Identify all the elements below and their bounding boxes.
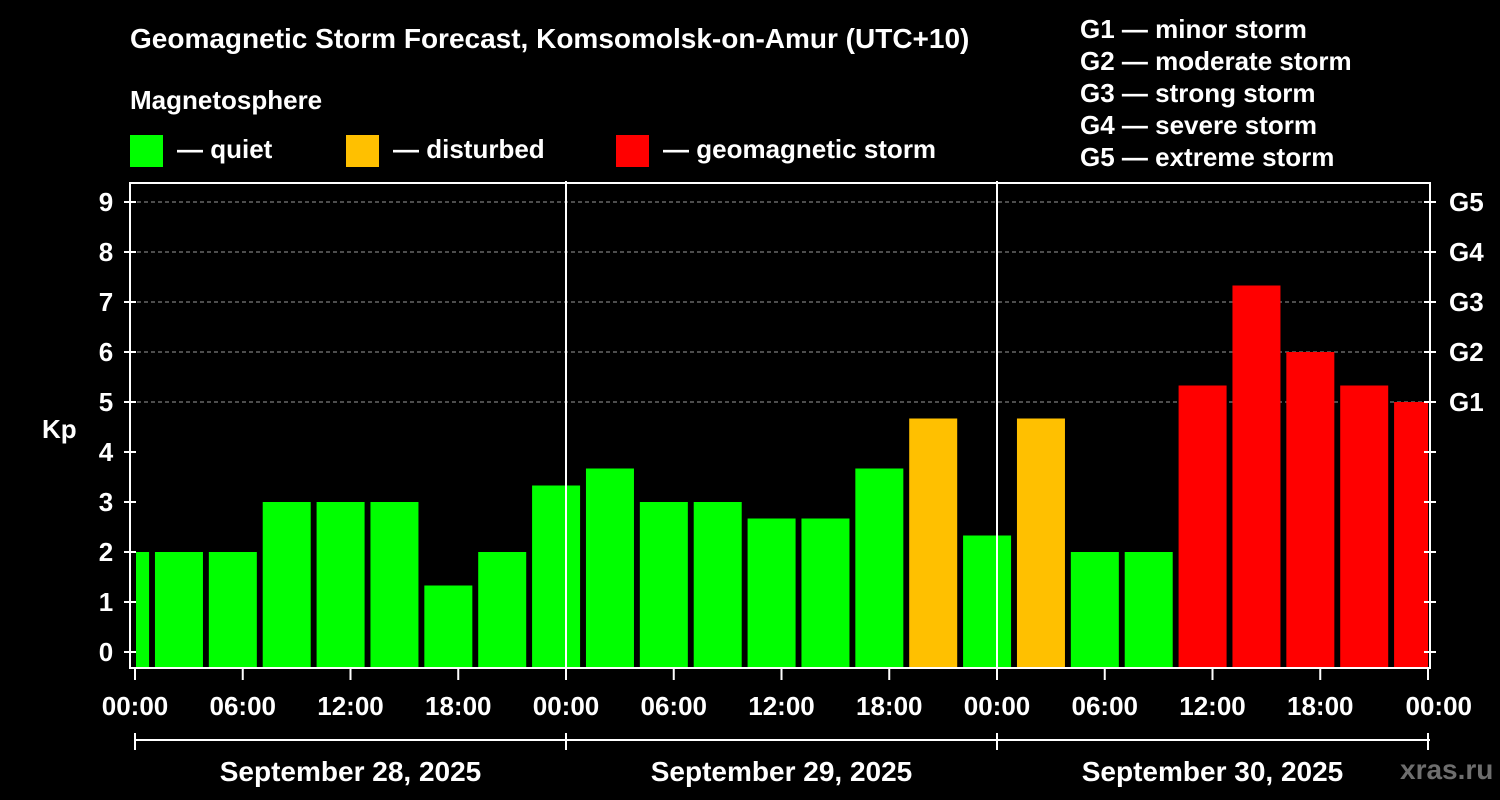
x-tick-label-5: 06:00 [641, 691, 708, 721]
scale-legend-item-3: G4 — severe storm [1080, 110, 1317, 140]
kp-bar-18 [1070, 552, 1119, 668]
x-tick-label-8: 00:00 [964, 691, 1031, 721]
legend-label-0: — quiet [177, 134, 273, 164]
y-tick-label-6: 6 [99, 337, 113, 367]
y-tick-label-4: 4 [99, 437, 114, 467]
y-tick-label-1: 1 [99, 587, 113, 617]
x-tick-label-4: 00:00 [533, 691, 600, 721]
kp-bar-10 [639, 502, 688, 668]
right-tick-label-G5: G5 [1449, 187, 1484, 217]
kp-bar-4 [316, 502, 365, 668]
x-tick-label-6: 12:00 [748, 691, 815, 721]
x-tick-label-2: 12:00 [317, 691, 384, 721]
y-tick-label-7: 7 [99, 287, 113, 317]
right-tick-label-G2: G2 [1449, 337, 1484, 367]
plot-border [129, 182, 1431, 669]
y-axis-right: G1 G2 G3 G4 G5 [1424, 187, 1484, 653]
y-axis-label: Kp [42, 414, 77, 444]
plot-frame [129, 182, 1431, 669]
y-tick-label-0: 0 [99, 637, 113, 667]
right-tick-label-G1: G1 [1449, 387, 1484, 417]
y-tick-label-9: 9 [99, 187, 113, 217]
kp-bar-9 [585, 468, 634, 668]
kp-bar-3 [262, 502, 311, 668]
x-axis: 00:00 06:00 12:00 18:00 00:00 06:00 12:00 18:00… [102, 668, 1472, 721]
legend-label-1: — disturbed [393, 134, 545, 164]
legend-label-2: — geomagnetic storm [663, 134, 936, 164]
chart-title: Geomagnetic Storm Forecast, Komsomolsk-o… [130, 23, 969, 54]
day-axis: September 28, 2025 September 29, 2025 Sept… [134, 733, 1430, 787]
scale-legend-item-1: G2 — moderate storm [1080, 46, 1352, 76]
day-label-0: September 28, 2025 [220, 756, 482, 787]
y-tick-label-8: 8 [99, 237, 113, 267]
x-tick-label-0: 00:00 [102, 691, 169, 721]
kp-bar-14 [855, 468, 904, 668]
bars [136, 285, 1428, 668]
kp-bar-6 [424, 585, 473, 668]
legend-swatch-2 [616, 135, 649, 167]
kp-bar-0 [136, 552, 150, 668]
day-separators [565, 181, 998, 668]
x-tick-label-10: 12:00 [1179, 691, 1246, 721]
kp-bar-16 [963, 535, 1012, 668]
kp-bar-13 [801, 518, 850, 668]
y-tick-label-2: 2 [99, 537, 113, 567]
x-tick-label-11: 18:00 [1287, 691, 1354, 721]
kp-bar-2 [208, 552, 257, 668]
x-tick-label-1: 06:00 [210, 691, 277, 721]
scale-legend-item-0: G1 — minor storm [1080, 14, 1307, 44]
kp-bar-17 [1016, 418, 1065, 668]
y-tick-label-3: 3 [99, 487, 113, 517]
watermark: xras.ru [1400, 754, 1493, 785]
y-axis-left: 0 1 2 3 4 5 6 7 8 9 [99, 187, 136, 667]
kp-bar-20 [1178, 385, 1227, 668]
day-label-1: September 29, 2025 [651, 756, 913, 787]
kp-bar-5 [370, 502, 419, 668]
status-legend: — quiet — disturbed — geomagnetic storm [130, 134, 936, 167]
kp-bar-24 [1394, 402, 1428, 668]
day-label-2: September 30, 2025 [1082, 756, 1344, 787]
kp-bar-15 [909, 418, 958, 668]
x-tick-label-3: 18:00 [425, 691, 492, 721]
x-tick-label-12: 00:00 [1406, 691, 1473, 721]
kp-bar-21 [1232, 285, 1281, 668]
kp-bar-1 [154, 552, 203, 668]
kp-bar-11 [693, 502, 742, 668]
kp-bar-19 [1124, 552, 1173, 668]
kp-bar-22 [1286, 352, 1335, 668]
kp-bar-12 [747, 518, 796, 668]
kp-bar-7 [478, 552, 527, 668]
legend-swatch-1 [346, 135, 379, 167]
scale-legend-item-2: G3 — strong storm [1080, 78, 1315, 108]
right-tick-label-G4: G4 [1449, 237, 1484, 267]
x-tick-label-9: 06:00 [1072, 691, 1139, 721]
right-tick-label-G3: G3 [1449, 287, 1484, 317]
kp-bar-8 [532, 485, 581, 668]
kp-bar-23 [1340, 385, 1389, 668]
legend-swatch-0 [130, 135, 163, 167]
chart-subtitle: Magnetosphere [130, 85, 322, 115]
y-tick-label-5: 5 [99, 387, 113, 417]
scale-legend-item-4: G5 — extreme storm [1080, 142, 1334, 172]
x-tick-label-7: 18:00 [856, 691, 923, 721]
